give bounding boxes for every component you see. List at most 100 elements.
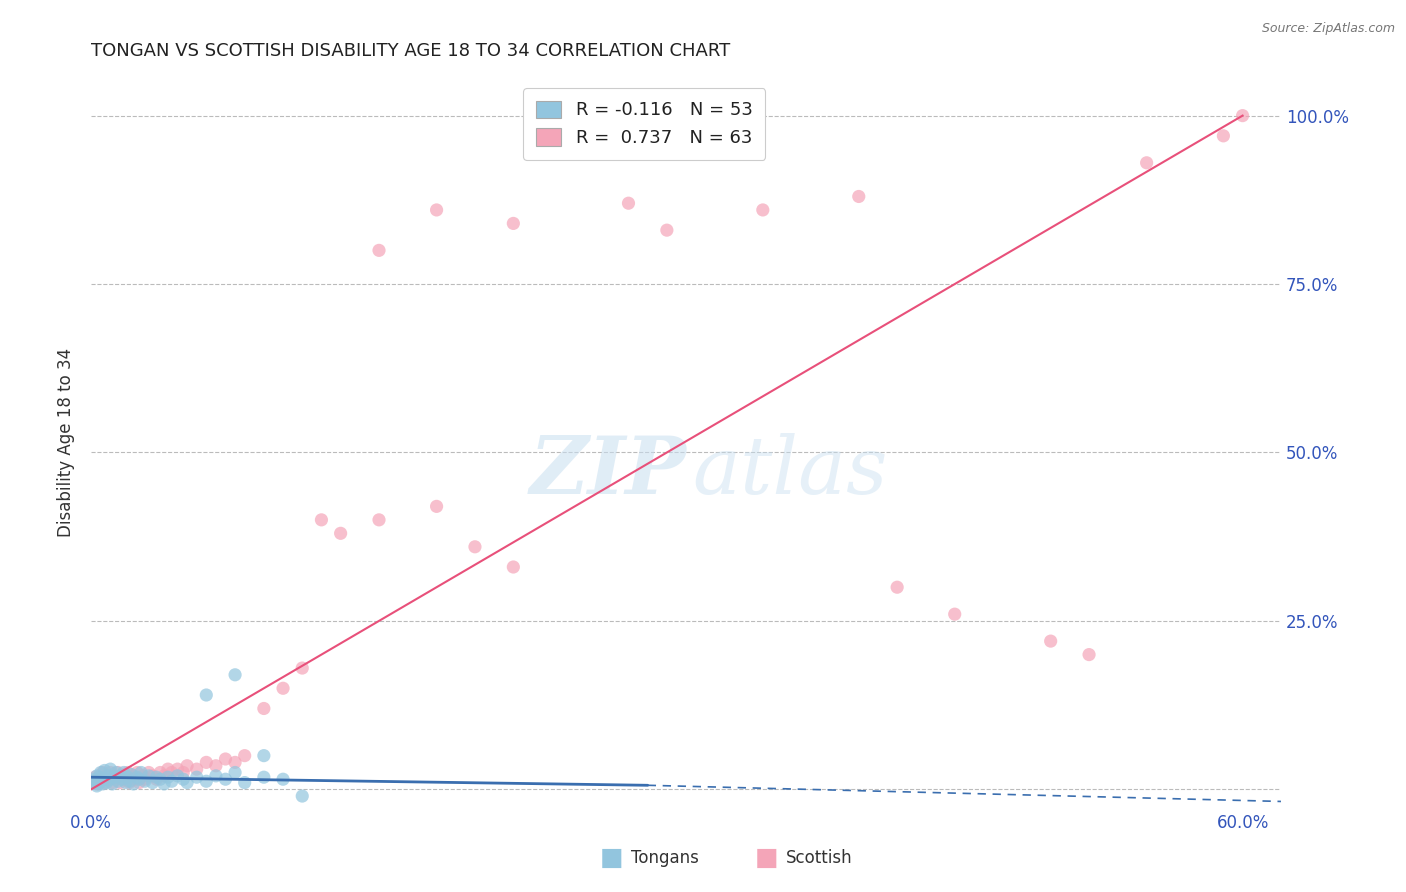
Point	[101, 775, 124, 789]
Point	[464, 540, 486, 554]
Point	[311, 513, 333, 527]
Point	[176, 775, 198, 789]
Point	[129, 765, 152, 780]
Point	[1039, 634, 1062, 648]
Text: ■: ■	[600, 847, 623, 870]
Point	[426, 202, 449, 217]
Point	[138, 765, 160, 780]
Text: ZIP: ZIP	[529, 433, 686, 510]
Point	[224, 765, 246, 780]
Point	[87, 770, 110, 784]
Point	[98, 762, 121, 776]
Point	[97, 772, 120, 787]
Text: TONGAN VS SCOTTISH DISABILITY AGE 18 TO 34 CORRELATION CHART: TONGAN VS SCOTTISH DISABILITY AGE 18 TO …	[91, 42, 730, 60]
Point	[172, 765, 194, 780]
Point	[205, 758, 228, 772]
Point	[82, 775, 104, 789]
Point	[291, 789, 314, 803]
Point	[752, 202, 775, 217]
Point	[105, 765, 128, 780]
Point	[117, 765, 139, 780]
Point	[97, 769, 120, 783]
Point	[886, 580, 908, 594]
Point	[149, 772, 172, 787]
Point	[91, 777, 114, 791]
Point	[87, 777, 110, 791]
Text: ■: ■	[755, 847, 778, 870]
Point	[98, 772, 121, 787]
Y-axis label: Disability Age 18 to 34: Disability Age 18 to 34	[58, 348, 75, 537]
Point	[224, 756, 246, 770]
Point	[111, 772, 134, 787]
Point	[205, 769, 228, 783]
Point	[153, 769, 176, 783]
Point	[253, 748, 276, 763]
Point	[156, 770, 179, 784]
Point	[134, 772, 156, 787]
Point	[214, 772, 236, 787]
Point	[127, 770, 149, 784]
Point	[107, 765, 129, 780]
Point	[176, 758, 198, 772]
Point	[142, 775, 165, 789]
Point	[128, 772, 150, 787]
Point	[90, 765, 112, 780]
Point	[84, 772, 107, 787]
Point	[128, 775, 150, 789]
Point	[291, 661, 314, 675]
Point	[93, 775, 115, 789]
Point	[84, 770, 107, 784]
Point	[124, 772, 146, 787]
Text: Scottish: Scottish	[786, 849, 852, 867]
Point	[224, 668, 246, 682]
Point	[96, 775, 118, 789]
Point	[132, 769, 155, 783]
Point	[111, 769, 134, 783]
Point	[103, 769, 125, 783]
Point	[127, 765, 149, 780]
Point	[502, 560, 524, 574]
Point	[329, 526, 352, 541]
Point	[112, 765, 135, 780]
Point	[114, 772, 136, 787]
Legend: R = -0.116   N = 53, R =  0.737   N = 63: R = -0.116 N = 53, R = 0.737 N = 63	[523, 88, 765, 160]
Point	[271, 772, 294, 787]
Point	[502, 216, 524, 230]
Point	[96, 769, 118, 783]
Point	[118, 774, 141, 789]
Point	[122, 777, 145, 791]
Point	[195, 756, 218, 770]
Point	[186, 762, 208, 776]
Point	[848, 189, 870, 203]
Point	[160, 774, 183, 789]
Point	[103, 770, 125, 784]
Point	[101, 777, 124, 791]
Point	[90, 772, 112, 787]
Point	[134, 774, 156, 789]
Text: Source: ZipAtlas.com: Source: ZipAtlas.com	[1261, 22, 1395, 36]
Point	[108, 775, 131, 789]
Point	[186, 770, 208, 784]
Point	[368, 513, 391, 527]
Point	[142, 769, 165, 783]
Point	[166, 769, 188, 783]
Point	[93, 764, 115, 778]
Point	[172, 772, 194, 787]
Point	[426, 500, 449, 514]
Point	[90, 774, 112, 789]
Point	[98, 765, 121, 780]
Point	[153, 777, 176, 791]
Point	[233, 748, 256, 763]
Point	[91, 765, 114, 780]
Point	[138, 769, 160, 783]
Point	[1232, 109, 1254, 123]
Point	[166, 762, 188, 776]
Point	[655, 223, 678, 237]
Point	[368, 244, 391, 258]
Point	[156, 762, 179, 776]
Point	[93, 772, 115, 787]
Point	[117, 770, 139, 784]
Point	[145, 770, 167, 784]
Point	[1136, 155, 1159, 169]
Point	[86, 779, 108, 793]
